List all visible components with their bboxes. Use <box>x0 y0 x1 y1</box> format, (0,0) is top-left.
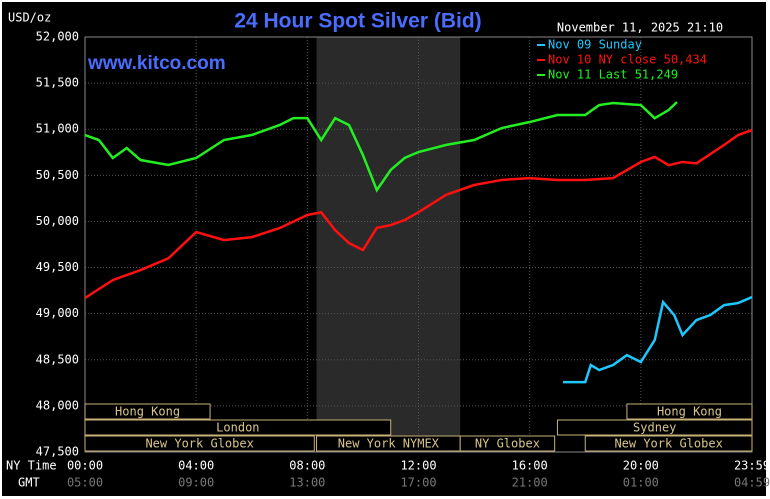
x2-tick-label: 01:00 <box>623 476 659 490</box>
y-tick-label: 51,000 <box>36 122 79 136</box>
session-label: New York Globex <box>614 437 722 451</box>
series-line <box>84 128 753 300</box>
x-tick-label: 00:00 <box>67 459 103 473</box>
y-tick-label: 49,500 <box>36 260 79 274</box>
legend-label: Nov 10 NY close 50,434 <box>548 53 707 67</box>
shaded-session <box>316 37 461 452</box>
y-tick-label: 52,000 <box>36 30 79 44</box>
x2-tick-label: 21:00 <box>512 476 548 490</box>
x-tick-label: 12:00 <box>400 459 436 473</box>
y-tick-label: 49,000 <box>36 306 79 320</box>
x-axis-label: NY Time <box>6 459 57 473</box>
session-box <box>459 435 556 452</box>
session-label: New York NYMEX <box>338 437 440 451</box>
x2-tick-label: 09:00 <box>178 476 214 490</box>
session-label: NY Globex <box>475 437 540 451</box>
session-box <box>84 419 392 436</box>
y-tick-label: 50,000 <box>36 214 79 228</box>
y-tick-label: 48,000 <box>36 398 79 412</box>
session-label: Hong Kong <box>657 405 722 419</box>
series-line <box>563 295 753 384</box>
plot-frame <box>84 36 753 453</box>
unit-label: USD/oz <box>8 11 51 25</box>
x2-tick-label: 13:00 <box>289 476 325 490</box>
x-tick-label: 20:00 <box>623 459 659 473</box>
session-box <box>84 403 211 420</box>
session-label: New York Globex <box>145 437 253 451</box>
timestamp: November 11, 2025 21:10 <box>557 21 723 35</box>
x-tick-label: 04:00 <box>178 459 214 473</box>
y-tick-label: 47,500 <box>36 445 79 459</box>
session-box <box>84 435 315 452</box>
x-tick-label: 08:00 <box>289 459 325 473</box>
legend-label: Nov 09 Sunday <box>548 38 642 52</box>
legend-label: Nov 11 Last 51,249 <box>548 68 678 82</box>
x2-axis-label: GMT <box>18 476 40 490</box>
session-label: Sydney <box>633 421 676 435</box>
x-tick-label: 16:00 <box>512 459 548 473</box>
chart-title: 24 Hour Spot Silver (Bid) <box>234 10 481 33</box>
x2-tick-label: 17:00 <box>400 476 436 490</box>
watermark: www.kitco.com <box>87 53 226 74</box>
y-tick-label: 50,500 <box>36 168 79 182</box>
session-box <box>556 419 753 436</box>
y-tick-label: 51,500 <box>36 76 79 90</box>
session-label: London <box>216 421 259 435</box>
x2-tick-label: 04:59 <box>734 476 770 490</box>
session-box <box>626 403 753 420</box>
y-tick-label: 48,500 <box>36 352 79 366</box>
series-line <box>84 101 678 193</box>
x-tick-label: 23:59 <box>734 459 770 473</box>
session-label: Hong Kong <box>115 405 180 419</box>
x2-tick-label: 05:00 <box>67 476 103 490</box>
session-box <box>584 435 753 452</box>
